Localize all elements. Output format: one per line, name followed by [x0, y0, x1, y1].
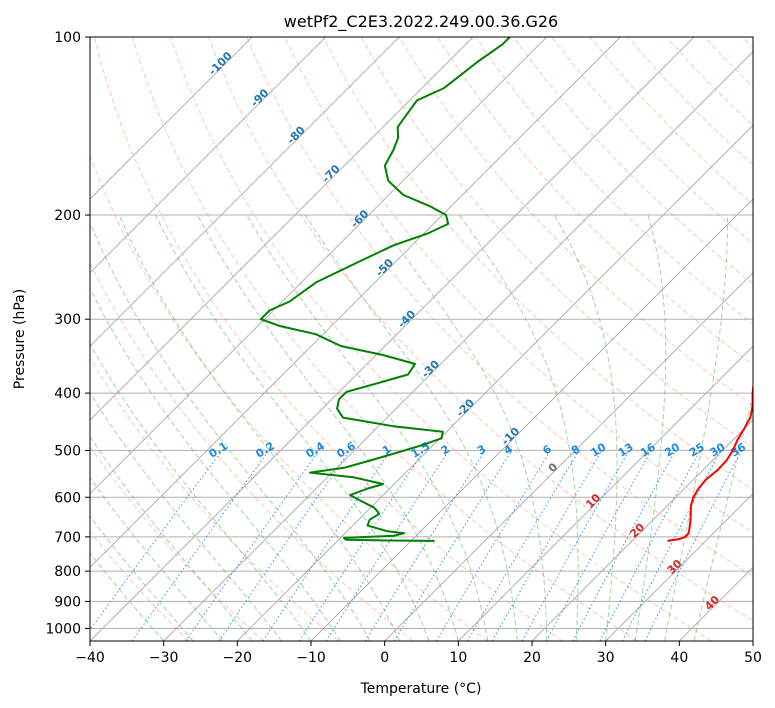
moist-adiabat — [90, 552, 165, 641]
x-tick-label: 50 — [744, 650, 762, 666]
mixing-ratio-line — [644, 450, 742, 641]
x-tick-label: 10 — [449, 650, 467, 666]
y-tick-label: 900 — [54, 594, 81, 610]
moist-adiabat — [634, 214, 667, 641]
dry-adiabat — [90, 530, 190, 641]
moist-adiabat — [197, 214, 459, 641]
y-tick-label: 1000 — [45, 621, 81, 637]
pressure-gridlines — [90, 37, 753, 629]
moist-adiabat — [90, 435, 253, 641]
isotherm-line — [531, 419, 753, 641]
temperature-profile — [667, 379, 753, 542]
y-tick-label: 200 — [54, 208, 81, 224]
moist-adiabat — [90, 287, 341, 641]
moist-adiabat — [246, 214, 489, 641]
dry-adiabat — [284, 37, 753, 534]
moist-adiabat — [90, 391, 282, 641]
mixing-ratio-line — [545, 450, 652, 641]
y-axis: 100 200 300 400 500 600 700 800 900 1000 — [45, 30, 90, 637]
y-axis-label: Pressure (hPa) — [12, 289, 28, 389]
dry-adiabat — [436, 37, 753, 366]
isotherm-line — [90, 37, 327, 274]
dry-adiabat — [360, 37, 753, 449]
isotherm-line — [236, 124, 753, 641]
moist-adiabat — [90, 476, 223, 641]
dry-adiabat — [93, 37, 563, 641]
dry-adiabat — [246, 37, 753, 577]
mixing-ratio-line — [572, 450, 676, 641]
moist-adiabat — [155, 214, 430, 641]
moist-adiabat — [693, 392, 753, 641]
moist-adiabat — [118, 214, 400, 641]
chart-title: wetPf2_C2E3.2022.249.00.36.G26 — [284, 12, 558, 32]
y-tick-label: 800 — [54, 564, 81, 580]
dry-adiabat — [131, 37, 638, 641]
dry-adiabat — [208, 37, 753, 622]
skewed-isotherms — [90, 37, 753, 641]
mixing-ratio-line — [90, 450, 223, 631]
dry-adiabat — [90, 357, 339, 641]
y-tick-label: 400 — [54, 386, 81, 402]
isotherm-line — [90, 37, 695, 641]
x-tick-label: −40 — [75, 650, 105, 666]
mixing-ratio-line — [521, 450, 630, 641]
moist-adiabat — [90, 515, 194, 641]
moist-adiabat — [90, 343, 312, 641]
y-tick-label: 300 — [54, 312, 81, 328]
x-tick-label: 40 — [670, 650, 688, 666]
y-tick-label: 700 — [54, 530, 81, 546]
y-tick-label: 600 — [54, 490, 81, 506]
mixing-ratio-line — [325, 450, 450, 641]
isotherm-line — [90, 37, 400, 348]
sounding-series — [259, 37, 753, 542]
dry-adiabat — [322, 37, 753, 491]
y-tick-label: 100 — [54, 30, 81, 46]
mixing-ratio-line — [262, 450, 391, 641]
mixing-ratio-line — [393, 450, 513, 641]
dewpoint-profile — [259, 37, 511, 542]
isotherm-line — [90, 37, 548, 495]
mixing-ratio-line — [621, 450, 722, 641]
mixing-ratio-line — [218, 450, 351, 641]
x-tick-label: −10 — [296, 650, 326, 666]
x-axis: −40 −30 −20 −10 0 10 20 30 40 50 — [75, 641, 762, 666]
x-tick-label: 30 — [597, 650, 615, 666]
x-axis-label: Temperature (°C) — [360, 681, 482, 697]
isotherm-line — [90, 37, 474, 421]
x-tick-label: −20 — [223, 650, 253, 666]
mixing-ratio-line — [131, 450, 270, 641]
isotherm-line — [90, 37, 253, 200]
isotherm-line — [163, 50, 753, 641]
plot-frame — [89, 36, 754, 642]
x-tick-label: −30 — [149, 650, 179, 666]
mixing-ratio-line — [298, 450, 425, 641]
plot-area: -100-90-80-70-60-50-40-30-20-10010203040… — [90, 37, 753, 641]
dry-adiabat — [170, 37, 712, 641]
moist-adiabat — [304, 214, 518, 641]
dry-adiabat — [90, 445, 264, 641]
dry-adiabat — [90, 154, 488, 641]
moist-adiabat — [554, 214, 618, 641]
mixing-ratio-lines — [90, 450, 742, 641]
isotherm-line — [457, 345, 753, 641]
dry-adiabat — [513, 37, 753, 285]
x-tick-label: 0 — [380, 650, 389, 666]
isotherm-line — [384, 271, 753, 641]
isotherm-line — [90, 37, 621, 569]
y-tick-label: 500 — [54, 443, 81, 459]
x-tick-label: 20 — [523, 650, 541, 666]
isotherm-line — [605, 492, 753, 641]
mixing-ratio-line — [185, 450, 320, 641]
